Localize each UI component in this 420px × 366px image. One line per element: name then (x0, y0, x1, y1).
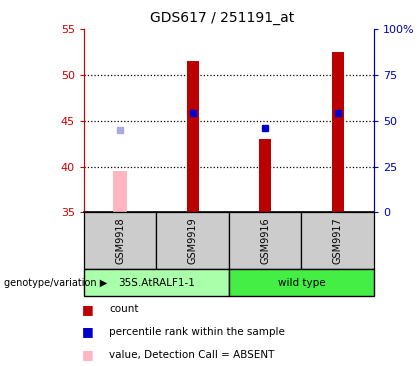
Bar (84, 269, 229, 296)
Text: GSM9917: GSM9917 (333, 217, 343, 264)
Text: wild type: wild type (278, 278, 325, 288)
Text: percentile rank within the sample: percentile rank within the sample (109, 327, 285, 337)
Bar (113, 171, 127, 212)
Bar (259, 139, 271, 212)
Bar (302, 212, 374, 269)
Text: 35S.AtRALF1-1: 35S.AtRALF1-1 (118, 278, 195, 288)
Text: ■: ■ (82, 303, 94, 316)
Text: genotype/variation ▶: genotype/variation ▶ (4, 278, 108, 288)
Text: GSM9918: GSM9918 (115, 217, 125, 264)
Text: GSM9916: GSM9916 (260, 217, 270, 264)
Bar (156, 212, 229, 269)
Text: GDS617 / 251191_at: GDS617 / 251191_at (150, 11, 295, 25)
Bar (84, 212, 156, 269)
Text: value, Detection Call = ABSENT: value, Detection Call = ABSENT (109, 350, 275, 360)
Text: ■: ■ (82, 325, 94, 339)
Bar (332, 52, 344, 212)
Text: count: count (109, 304, 139, 314)
Text: GSM9919: GSM9919 (188, 217, 198, 264)
Bar (229, 212, 302, 269)
Bar (187, 61, 199, 212)
Bar (229, 269, 374, 296)
Text: ■: ■ (82, 348, 94, 361)
